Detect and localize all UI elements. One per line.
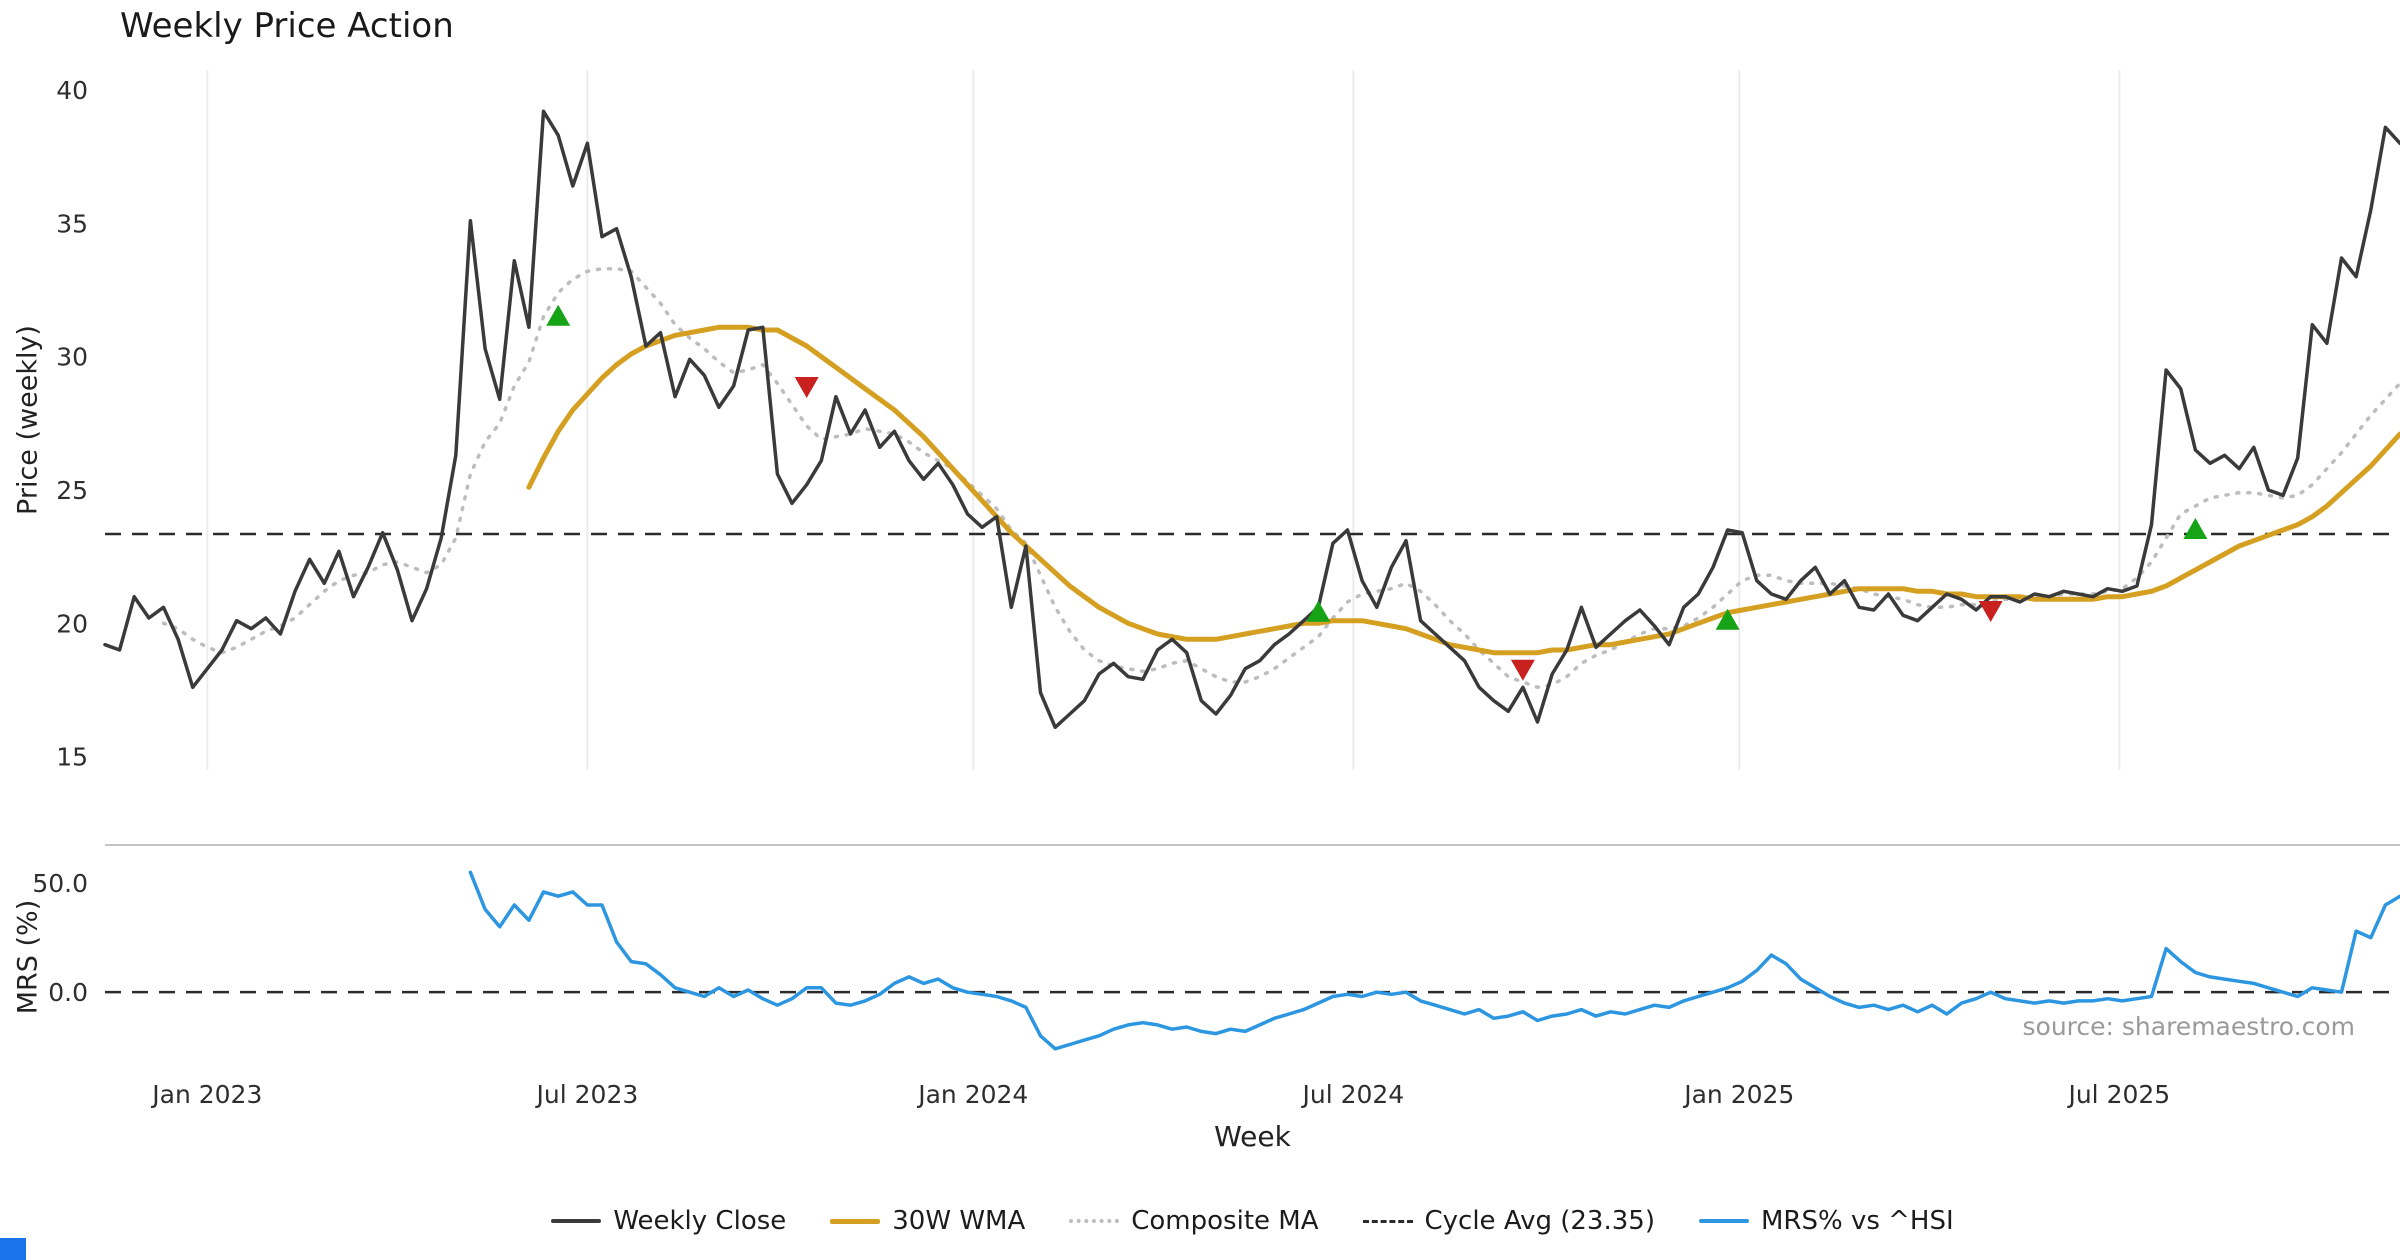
legend-label: MRS% vs ^HSI bbox=[1760, 1206, 1954, 1236]
buy-signal-marker bbox=[546, 304, 571, 326]
x-tick-label: Jan 2025 bbox=[1682, 1080, 1794, 1109]
30w-wma-line bbox=[526, 324, 2400, 656]
composite-ma-line bbox=[161, 266, 2400, 690]
legend-swatch-dotted bbox=[1069, 1219, 1120, 1223]
legend-swatch-solid bbox=[830, 1218, 881, 1224]
x-tick-label: Jul 2025 bbox=[2066, 1080, 2170, 1109]
corner-brand-mark bbox=[0, 1238, 26, 1260]
buy-signal-marker bbox=[1715, 608, 1740, 630]
legend-item-30w-wma: 30W WMA bbox=[830, 1206, 1025, 1236]
legend-swatch-solid bbox=[1698, 1219, 1749, 1223]
y-tick-label: 40 bbox=[56, 76, 88, 105]
legend-label: 30W WMA bbox=[892, 1206, 1026, 1236]
y-tick-label: 50.0 bbox=[32, 869, 88, 898]
y-tick-label: 30 bbox=[56, 343, 88, 372]
y-tick-label: 25 bbox=[56, 476, 88, 505]
sell-signal-marker bbox=[1510, 659, 1535, 681]
y-tick-label: 35 bbox=[56, 209, 88, 238]
legend-item-cycle-avg-23-35: Cycle Avg (23.35) bbox=[1362, 1206, 1655, 1236]
legend-label: Cycle Avg (23.35) bbox=[1424, 1206, 1655, 1236]
chart-title: Weekly Price Action bbox=[120, 6, 454, 46]
sell-signal-marker bbox=[794, 377, 819, 398]
legend-swatch-solid bbox=[551, 1219, 602, 1223]
weekly-close-line bbox=[103, 109, 2400, 730]
x-tick-label: Jul 2023 bbox=[535, 1080, 639, 1109]
x-tick-label: Jan 2023 bbox=[150, 1080, 262, 1109]
legend-label: Weekly Close bbox=[613, 1206, 787, 1236]
x-tick-label: Jan 2024 bbox=[916, 1080, 1028, 1109]
chart-legend: Weekly Close 30W WMA Composite MA Cycle Avg… bbox=[105, 1206, 2400, 1236]
buy-signal-marker bbox=[2183, 518, 2208, 539]
buy-signal-marker bbox=[1306, 600, 1331, 622]
y-tick-label: 20 bbox=[56, 609, 88, 638]
legend-item-mrs-vs-hsi: MRS% vs ^HSI bbox=[1698, 1206, 1954, 1236]
y-tick-label: 15 bbox=[56, 743, 88, 772]
legend-swatch-dashed bbox=[1362, 1219, 1413, 1223]
mrs-vs-hsi-line bbox=[468, 870, 2400, 1051]
y-tick-label: 0.0 bbox=[48, 978, 88, 1007]
x-tick-label: Jul 2024 bbox=[1300, 1080, 1404, 1109]
x-axis-label: Week bbox=[1214, 1120, 1291, 1153]
legend-label: Composite MA bbox=[1131, 1206, 1319, 1236]
legend-item-composite-ma: Composite MA bbox=[1069, 1206, 1319, 1236]
sell-signal-marker bbox=[1978, 601, 2003, 622]
legend-item-weekly-close: Weekly Close bbox=[551, 1206, 786, 1236]
source-credit: source: sharemaestro.com bbox=[2022, 1012, 2356, 1041]
